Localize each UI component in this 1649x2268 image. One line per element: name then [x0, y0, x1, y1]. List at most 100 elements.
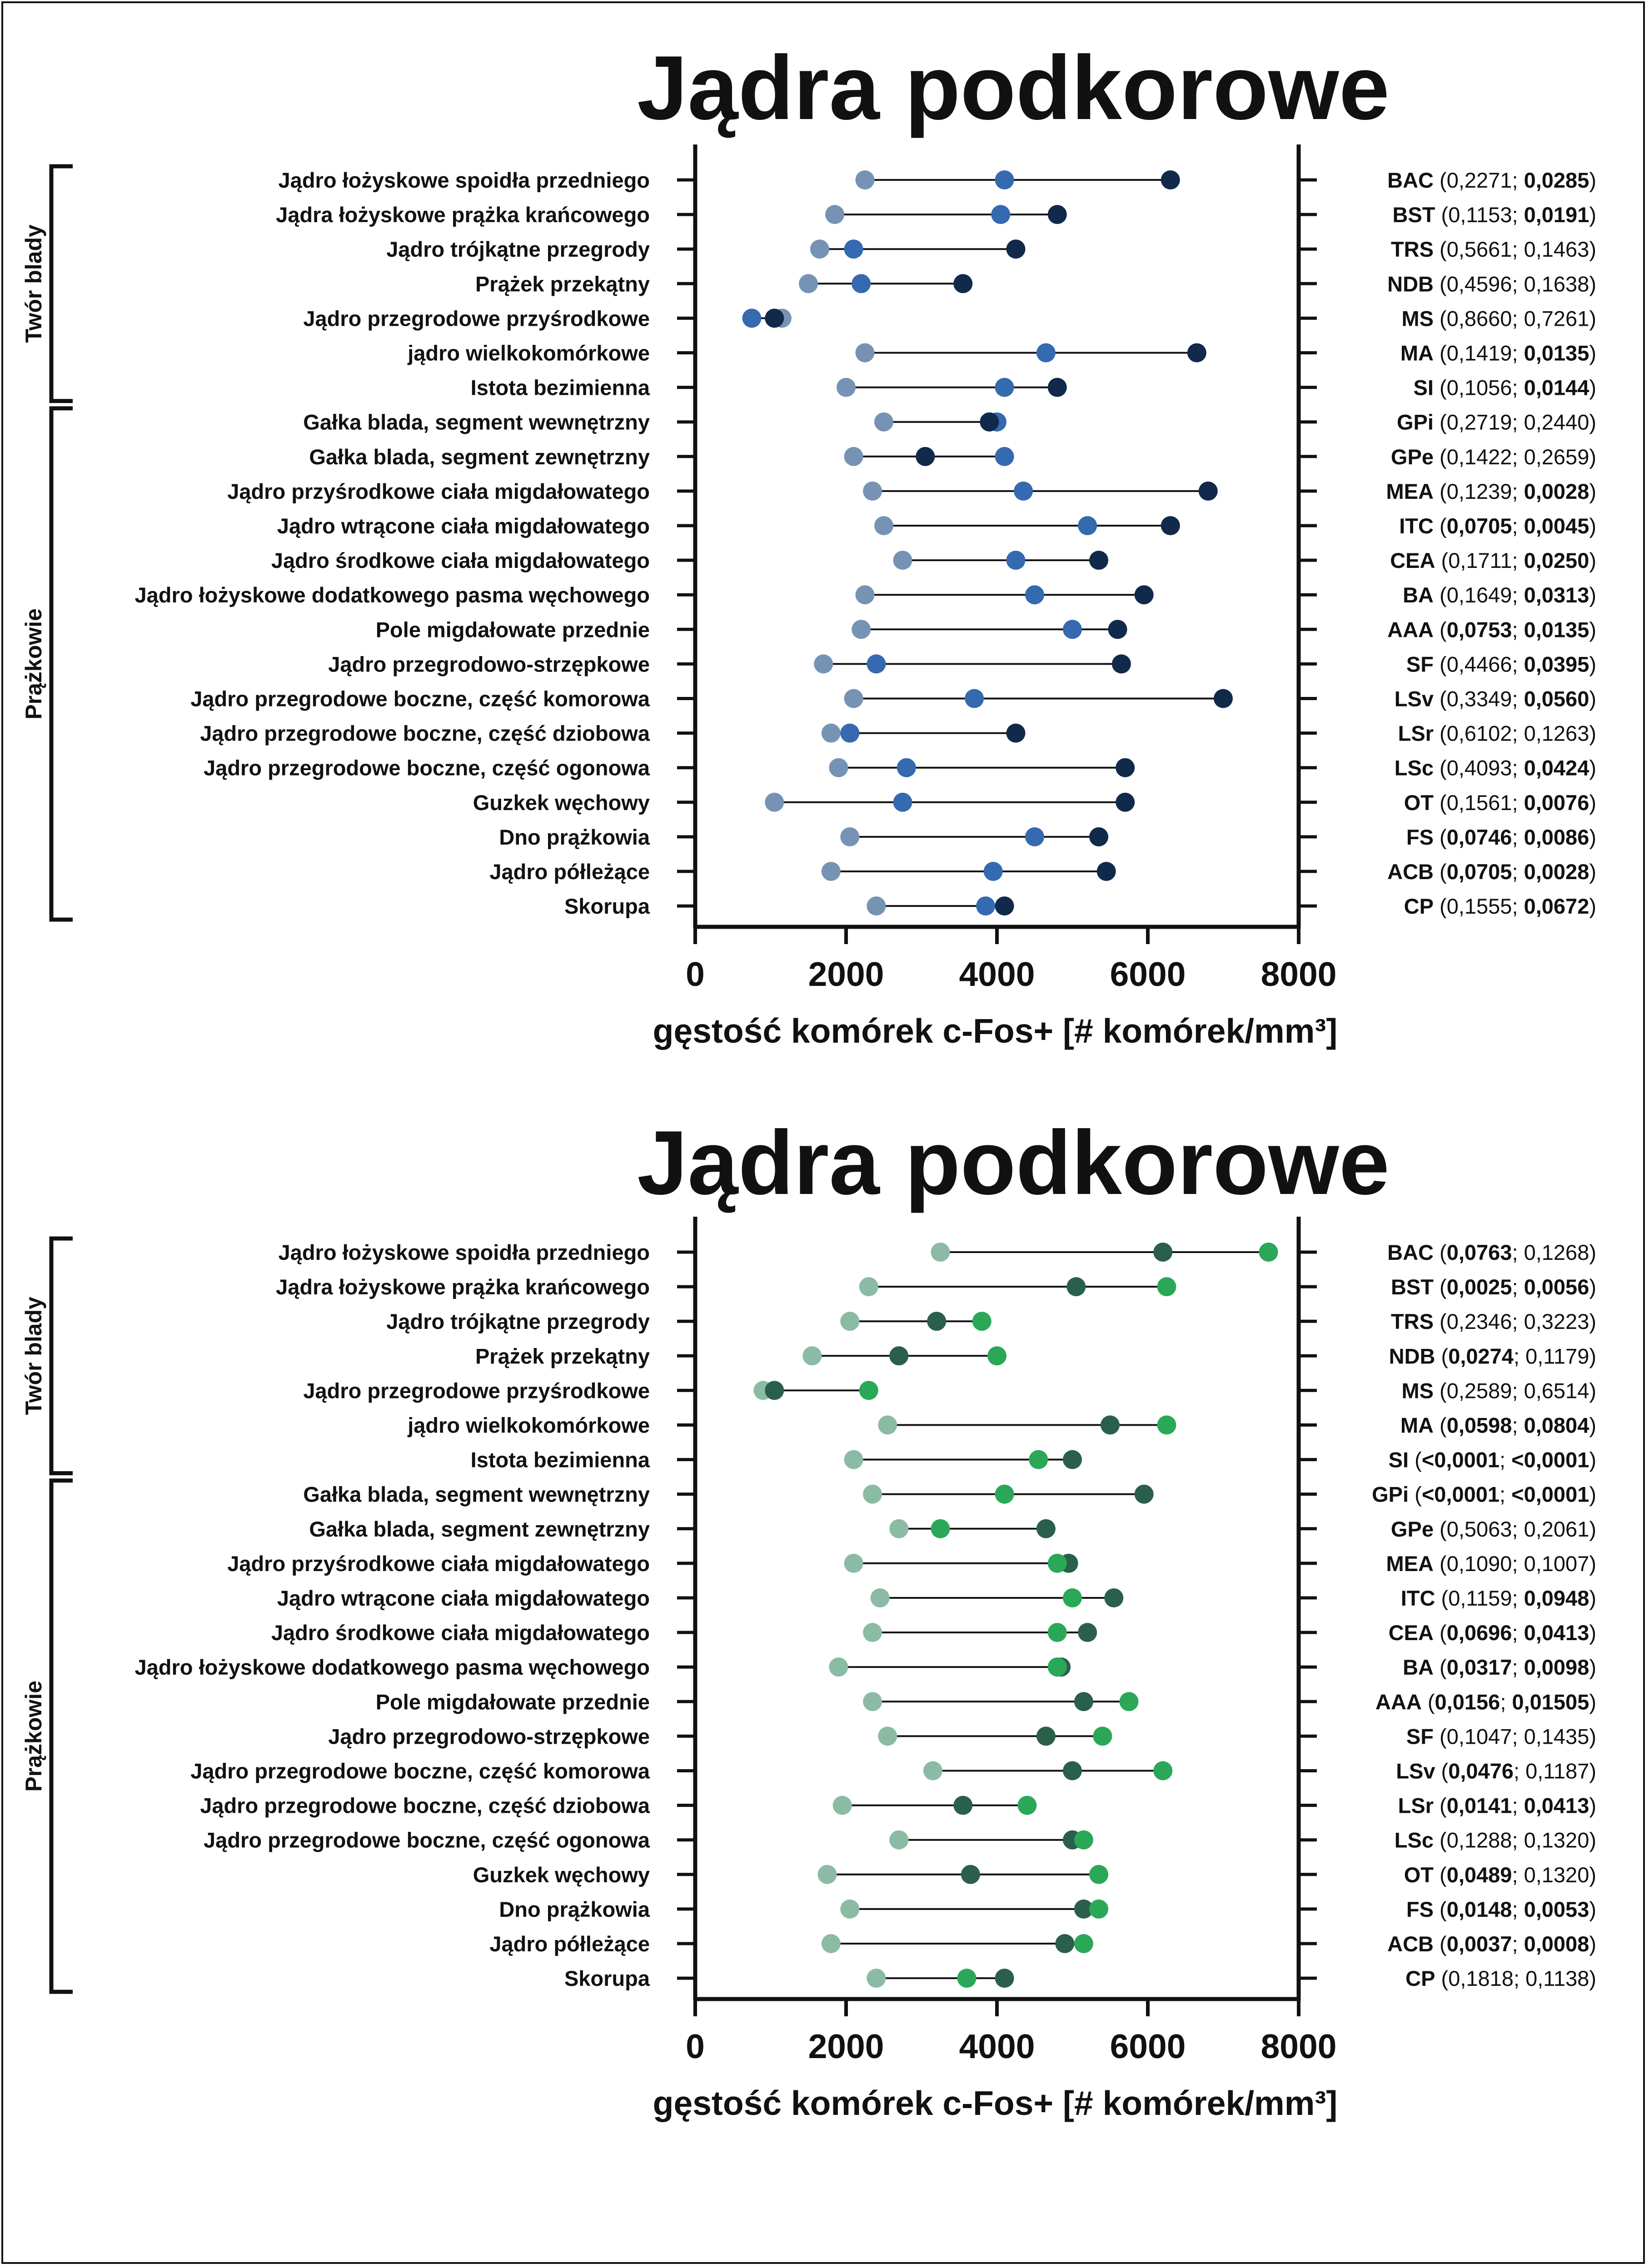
p-value-part: (	[1434, 1794, 1447, 1818]
data-row: Jądro półleżące ACB (0,0705; 0,0028)	[489, 860, 1596, 884]
data-point	[953, 274, 973, 293]
data-point	[840, 723, 860, 743]
row-label: Jądro łożyskowe spoidła przedniego	[279, 168, 650, 192]
data-point	[991, 205, 1011, 224]
p-value-annotation: ITC (0,1159; 0,0948)	[1401, 1586, 1596, 1610]
p-value-annotation: OT (0,0489; 0,1320)	[1404, 1863, 1596, 1887]
data-point	[1074, 1692, 1093, 1711]
p-value-part: ;	[1512, 617, 1524, 642]
p-value-annotation: CEA (0,0696; 0,0413)	[1389, 1621, 1596, 1645]
data-point	[995, 378, 1014, 397]
data-point	[859, 1381, 878, 1400]
p-value-part: )	[1589, 1309, 1596, 1333]
p-value-part: FS	[1406, 825, 1434, 849]
p-value-part: 0,7261	[1524, 306, 1589, 330]
data-point	[957, 1969, 976, 1988]
p-value-part: 0,1056	[1447, 376, 1512, 400]
p-value-part: )	[1589, 894, 1596, 918]
p-value-annotation: SI (0,1056; 0,0144)	[1414, 376, 1596, 400]
p-value-part: (	[1434, 1863, 1447, 1887]
p-value-part: LSr	[1398, 721, 1434, 746]
data-row: Jądro przegrodowo-strzępkowe SF (0,1047; …	[328, 1724, 1596, 1748]
p-value-part: <0,0001	[1511, 1482, 1589, 1507]
data-point	[840, 1899, 860, 1919]
p-value-part: )	[1589, 1932, 1596, 1956]
data-point	[1063, 620, 1082, 639]
data-point	[1111, 654, 1131, 674]
p-value-part: (	[1422, 1690, 1435, 1714]
p-value-part: ;	[1512, 514, 1524, 538]
p-value-annotation: FS (0,0746; 0,0086)	[1406, 825, 1596, 849]
p-value-part: 0,1435	[1524, 1724, 1589, 1748]
p-value-part: 0,0250	[1524, 548, 1589, 572]
p-value-part: ;	[1512, 1275, 1524, 1299]
data-point	[897, 758, 916, 777]
p-value-part: 0,1288	[1447, 1828, 1512, 1852]
p-value-part: ;	[1514, 1759, 1525, 1783]
data-row: Gałka blada, segment zewnętrzny GPe (0,14…	[309, 445, 1596, 469]
data-point	[825, 205, 845, 224]
data-point	[995, 170, 1014, 189]
p-value-part: LSc	[1395, 1828, 1434, 1852]
data-point	[1134, 585, 1154, 605]
row-label: Istota bezimienna	[471, 376, 650, 400]
p-value-part: 0,2589	[1447, 1378, 1512, 1403]
p-value-annotation: MS (0,2589; 0,6514)	[1401, 1378, 1596, 1403]
row-label: Skorupa	[564, 1966, 650, 1990]
p-value-part: ;	[1512, 1413, 1524, 1437]
p-value-part: MS	[1401, 1378, 1434, 1403]
data-row: Prążek przekątny NDB (0,0274; 0,1179)	[475, 1344, 1596, 1368]
chart-title: Jądra podkorowe	[637, 1112, 1390, 1214]
data-point	[765, 1381, 784, 1400]
data-point	[953, 1796, 973, 1815]
p-value-part: (	[1434, 617, 1447, 642]
data-point	[889, 1519, 909, 1538]
data-point	[1047, 1553, 1067, 1573]
p-value-part: (	[1435, 1759, 1448, 1783]
row-label: Jądra łożyskowe prążka krańcowego	[276, 1275, 650, 1299]
p-value-part: ;	[1512, 1586, 1524, 1610]
p-value-part: )	[1589, 791, 1596, 815]
data-row: Dno prążkowia FS (0,0746; 0,0086)	[499, 825, 1596, 849]
p-value-part: ;	[1512, 1655, 1524, 1679]
data-point	[874, 516, 893, 535]
p-value-annotation: MA (0,1419; 0,0135)	[1400, 341, 1596, 365]
row-label: Jądro środkowe ciała migdałowatego	[271, 1621, 650, 1645]
data-point	[893, 792, 912, 812]
p-value-part: 0,4093	[1447, 756, 1512, 780]
p-value-part: 0,0135	[1524, 617, 1589, 642]
data-point	[844, 239, 863, 259]
p-value-part: )	[1589, 1517, 1596, 1541]
row-label: jądro wielkokomórkowe	[407, 1413, 650, 1437]
p-value-part: 0,0028	[1524, 479, 1589, 503]
p-value-part: )	[1589, 1690, 1596, 1714]
p-value-part: )	[1589, 1863, 1596, 1887]
p-value-part: (	[1435, 1586, 1448, 1610]
data-point	[1116, 758, 1135, 777]
chart-panel-1: Jądra podkorowe 0 2000 4000 6000 8000 gęstość …	[21, 37, 1596, 1050]
p-value-part: 0,0424	[1524, 756, 1589, 780]
p-value-part: LSc	[1395, 756, 1434, 780]
p-value-annotation: ITC (0,0705; 0,0045)	[1399, 514, 1596, 538]
p-value-part: 0,0191	[1524, 203, 1589, 227]
p-value-annotation: BST (0,0025; 0,0056)	[1391, 1275, 1596, 1299]
p-value-part: (	[1434, 825, 1447, 849]
p-value-part: (	[1434, 756, 1447, 780]
p-value-part: 0,1239	[1447, 479, 1512, 503]
p-value-part: 0,2346	[1447, 1309, 1512, 1333]
group-bracket	[49, 1478, 73, 1994]
p-value-part: 0,1153	[1448, 203, 1512, 227]
data-row: Jądra łożyskowe prążka krańcowego BST (0,…	[276, 1275, 1596, 1299]
p-value-part: 0,0746	[1447, 825, 1512, 849]
p-value-part: )	[1589, 445, 1596, 469]
p-value-part: )	[1589, 410, 1596, 434]
p-value-part: (	[1434, 410, 1447, 434]
p-value-part: ;	[1512, 237, 1524, 261]
p-value-annotation: BA (0,1649; 0,0313)	[1403, 583, 1596, 607]
data-point	[844, 447, 863, 466]
p-value-part: )	[1589, 617, 1596, 642]
p-value-annotation: LSc (0,1288; 0,1320)	[1395, 1828, 1596, 1852]
row-label: Gałka blada, segment zewnętrzny	[309, 1517, 650, 1541]
p-value-part: 0,0135	[1524, 341, 1589, 365]
row-label: Guzkek węchowy	[473, 1863, 650, 1887]
